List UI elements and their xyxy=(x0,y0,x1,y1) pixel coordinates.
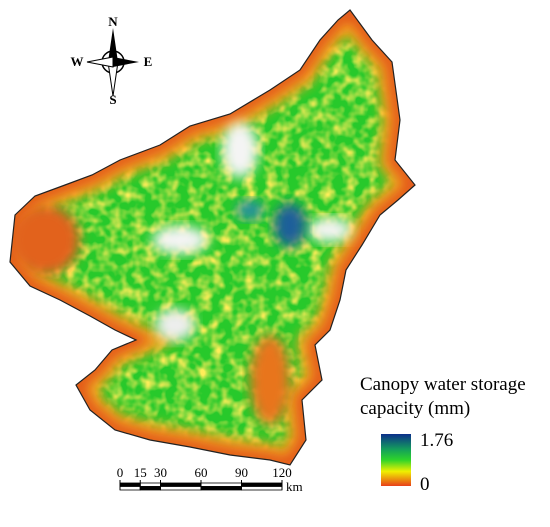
legend-ramp xyxy=(381,434,411,486)
scale-unit: km xyxy=(286,479,303,494)
scale-label: 30 xyxy=(154,465,167,480)
scale-segment xyxy=(200,482,242,487)
scale-segment xyxy=(241,486,283,491)
compass-n: N xyxy=(108,14,118,29)
legend-max: 1.76 xyxy=(420,430,453,451)
compass: N S E W xyxy=(71,14,153,107)
scale-segment xyxy=(241,482,283,487)
scale-segment xyxy=(139,486,161,491)
scale-segment xyxy=(139,482,161,487)
scale-label: 120 xyxy=(272,465,292,480)
scale-label: 90 xyxy=(235,465,248,480)
scale-segment xyxy=(160,482,202,487)
scale-segment xyxy=(119,482,141,487)
scale-label: 0 xyxy=(117,465,124,480)
legend-min: 0 xyxy=(420,474,430,495)
scale-segment xyxy=(200,486,242,491)
scale-label: 60 xyxy=(195,465,208,480)
legend: Canopy water storage capacity (mm) 1.76 … xyxy=(360,374,526,495)
legend-title: capacity (mm) xyxy=(360,398,470,419)
legend-title: Canopy water storage xyxy=(360,374,526,395)
compass-w: W xyxy=(71,54,84,69)
scale-segment xyxy=(160,486,202,491)
compass-e: E xyxy=(144,54,153,69)
scale-segment xyxy=(119,486,141,491)
compass-s: S xyxy=(109,92,116,107)
scale-label: 15 xyxy=(134,465,147,480)
